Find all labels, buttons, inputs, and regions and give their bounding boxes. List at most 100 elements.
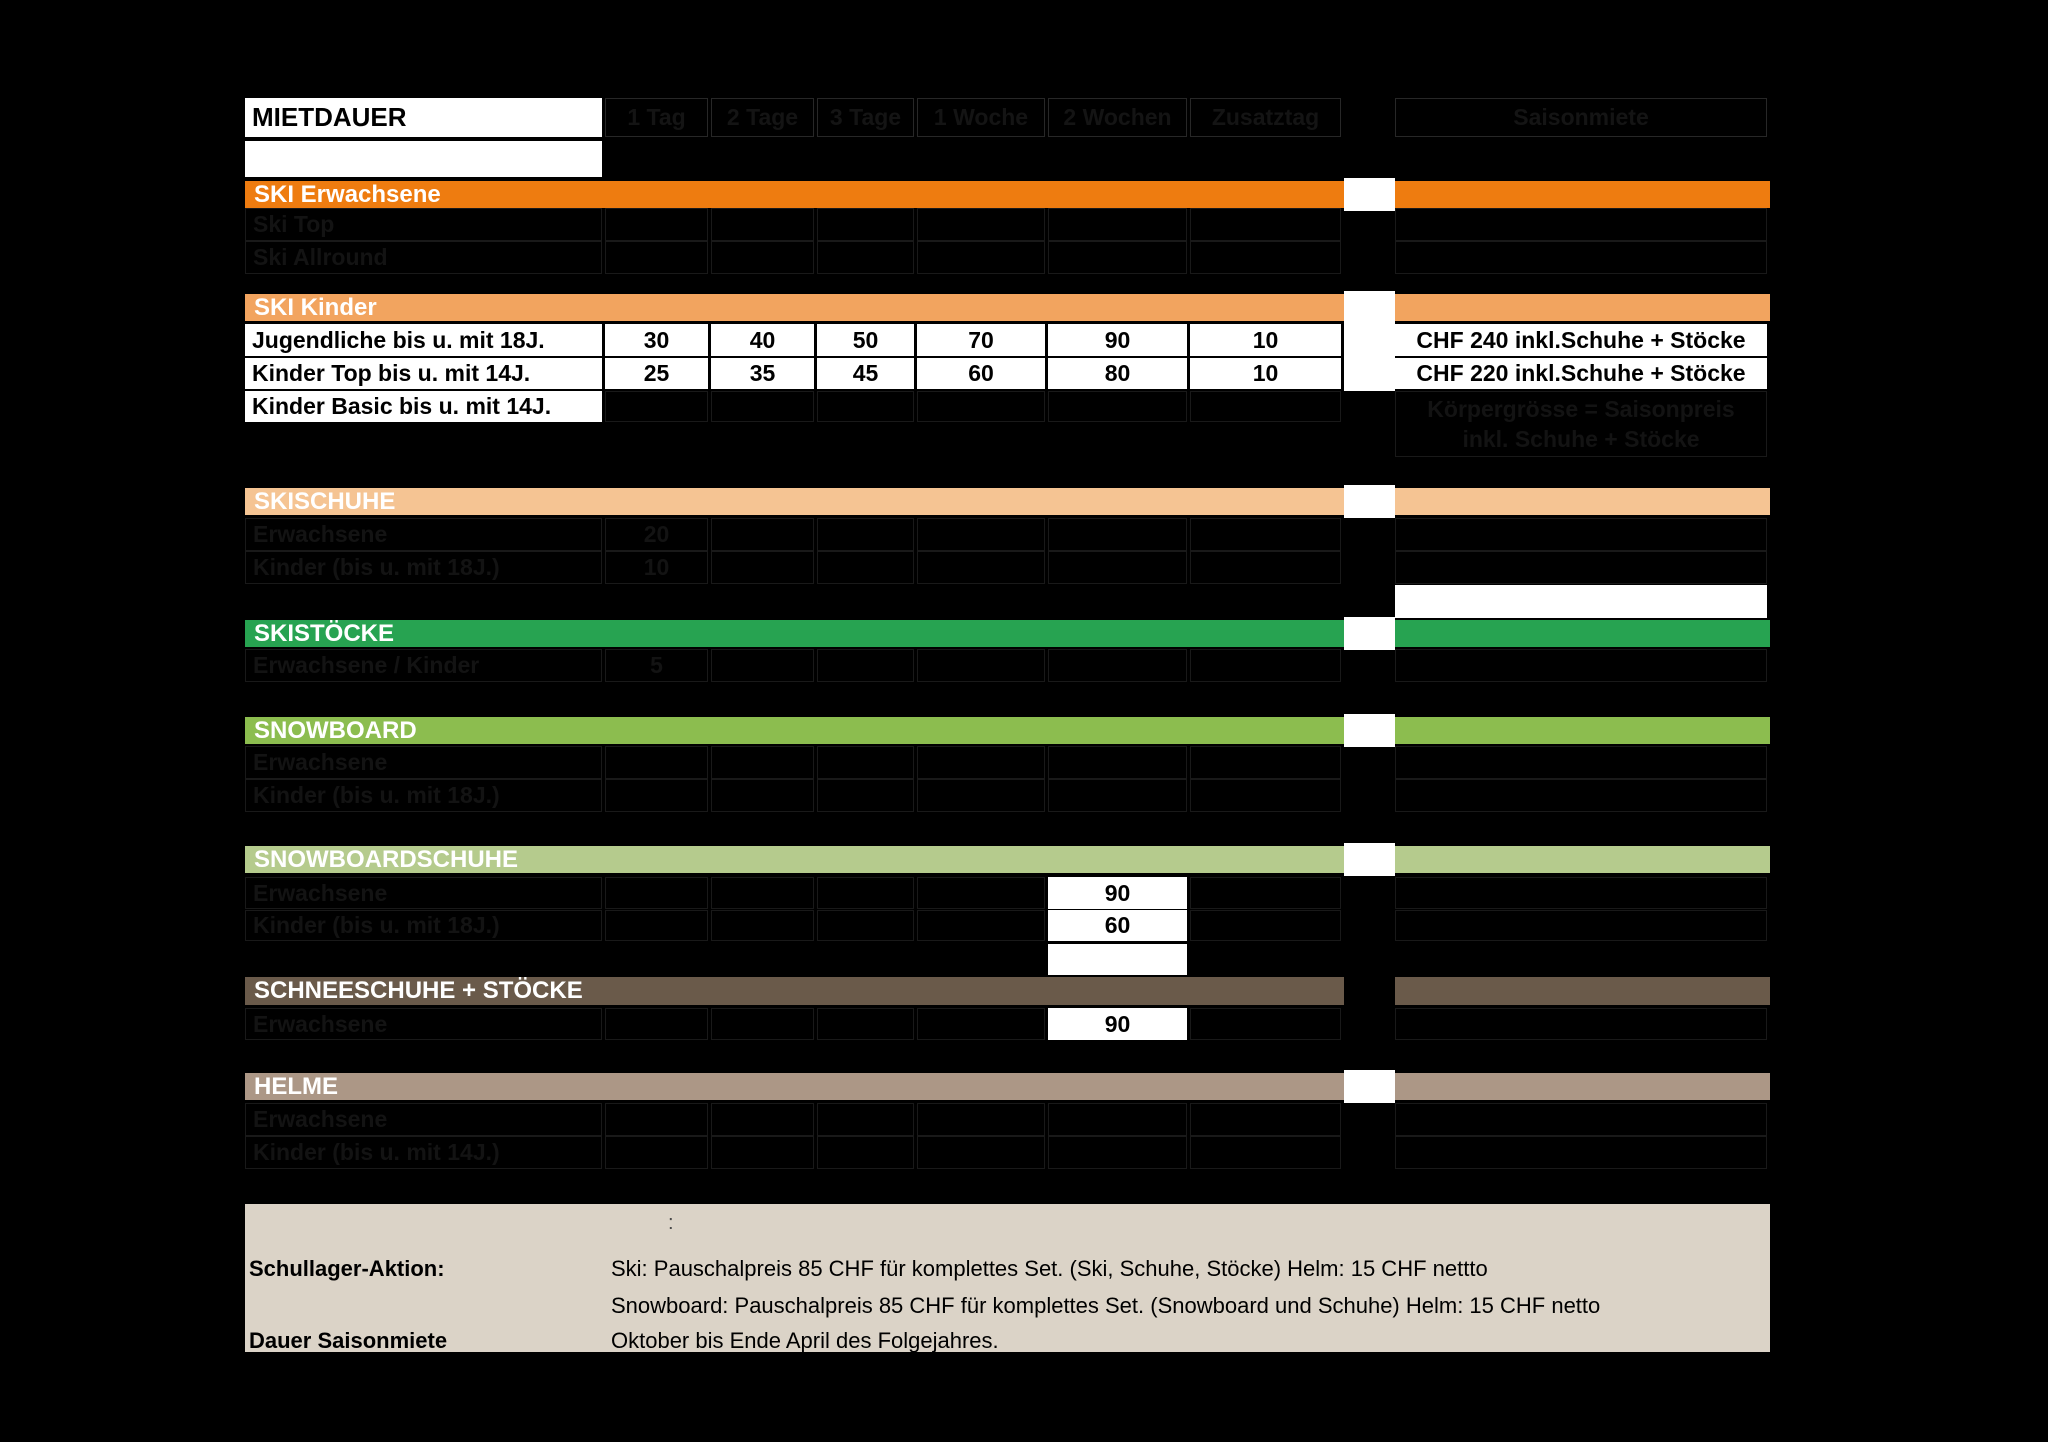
section-bar-skischuhe: SKISCHUHE (245, 488, 1344, 515)
cell-2-tage (711, 551, 814, 584)
section-bar-right-segment (1395, 1073, 1770, 1100)
col-header-saisonmiete: Saisonmiete (1395, 98, 1767, 137)
cell-zusatztag (1190, 241, 1341, 274)
section-bar-snowboardschuhe: SNOWBOARDSCHUHE (245, 846, 1344, 873)
cell-zusatztag (1190, 779, 1341, 812)
saison-line-1: Körpergrösse = Saisonpreis (1427, 396, 1735, 422)
cell-1-tag: 25 (605, 358, 708, 389)
cell-1-tag: 5 (605, 649, 708, 682)
row-label: Erwachsene (245, 1103, 602, 1136)
cell-saisonmiete: CHF 220 inkl.Schuhe + Stöcke (1395, 358, 1767, 389)
col-header-zusatztag: Zusatztag (1190, 98, 1341, 137)
schullager-aktion-label: Schullager-Aktion: (249, 1256, 445, 1281)
bar-gap-cell (1344, 178, 1395, 211)
section-bar-snowboard: SNOWBOARD (245, 717, 1344, 744)
cell-1-woche (917, 208, 1045, 241)
cell-1-tag (605, 746, 708, 779)
cell-1-woche (917, 1008, 1045, 1040)
cell-3-tage (817, 1136, 914, 1169)
cell-1-tag (605, 910, 708, 941)
section-bar-right-segment (1395, 620, 1770, 647)
cell-2-wochen: 80 (1048, 358, 1187, 389)
row-label: Kinder (bis u. mit 18J.) (245, 551, 602, 584)
cell-zusatztag (1190, 208, 1341, 241)
cell-saisonmiete: CHF 240 inkl.Schuhe + Stöcke (1395, 324, 1767, 356)
cell-saisonmiete (1395, 746, 1767, 779)
cell-1-woche (917, 1103, 1045, 1136)
cell-1-woche (917, 649, 1045, 682)
cell-3-tage (817, 1103, 914, 1136)
bar-gap-cell (1344, 617, 1395, 650)
row-label: Erwachsene (245, 1008, 602, 1040)
cell-2-wochen (1048, 1136, 1187, 1169)
saison-line-2: inkl. Schuhe + Stöcke (1462, 426, 1700, 452)
section-bar-right-segment (1395, 846, 1770, 873)
schullager-aktion-snowboard-text: Snowboard: Pauschalpreis 85 CHF für komp… (611, 1293, 1601, 1318)
row-label: Erwachsene (245, 877, 602, 909)
cell-1-woche (917, 779, 1045, 812)
section-bar-schneeschuhe: SCHNEESCHUHE + STÖCKE (245, 977, 1344, 1005)
section-bar-right-segment (1395, 181, 1770, 208)
cell-1-tag (605, 1136, 708, 1169)
cell-3-tage: 50 (817, 324, 914, 356)
row-label: Kinder (bis u. mit 18J.) (245, 779, 602, 812)
cell-3-tage (817, 391, 914, 422)
cell-saisonmiete (1395, 241, 1767, 274)
cell-zusatztag (1190, 391, 1341, 422)
cell-1-tag (605, 877, 708, 909)
col-header-2-tage: 2 Tage (711, 98, 814, 137)
row-label: Ski Top (245, 208, 602, 241)
cell-2-tage (711, 241, 814, 274)
bar-gap-cell (1344, 485, 1395, 518)
cell-3-tage (817, 551, 914, 584)
cell-saisonmiete (1395, 1103, 1767, 1136)
cell-saisonmiete (1395, 910, 1767, 941)
bar-gap-cell (1344, 714, 1395, 747)
cell-2-wochen (1048, 649, 1187, 682)
cell-saisonmiete (1395, 1136, 1767, 1169)
footer-notes-block: : Schullager-Aktion: Ski: Pauschalpreis … (245, 1204, 1770, 1353)
cell-zusatztag (1190, 649, 1341, 682)
cell-1-woche: 70 (917, 324, 1045, 356)
cell-2-tage (711, 910, 814, 941)
cell-2-tage (711, 518, 814, 551)
row-label: Jugendliche bis u. mit 18J. (245, 324, 602, 356)
cell-2-wochen (1048, 779, 1187, 812)
cell-1-tag (605, 1103, 708, 1136)
cell-3-tage (817, 518, 914, 551)
cell-zusatztag (1190, 746, 1341, 779)
cell-2-tage (711, 1103, 814, 1136)
cell-1-tag (605, 241, 708, 274)
cell-1-woche (917, 551, 1045, 584)
row-label: Ski Allround (245, 241, 602, 274)
schullager-aktion-ski-text: Ski: Pauschalpreis 85 CHF für komplettes… (611, 1256, 1488, 1281)
cell-2-tage (711, 649, 814, 682)
cell-2-wochen (1048, 551, 1187, 584)
cell-1-woche (917, 518, 1045, 551)
cell-1-tag (605, 1008, 708, 1040)
cell-2-tage (711, 746, 814, 779)
empty-white-cell-2-wochen (1048, 944, 1187, 975)
cell-2-wochen (1048, 1103, 1187, 1136)
row-label: Kinder (bis u. mit 18J.) (245, 910, 602, 941)
cell-zusatztag (1190, 910, 1341, 941)
section-bar-skistoecke: SKISTÖCKE (245, 620, 1344, 647)
empty-white-saison-cell (1395, 585, 1767, 618)
cell-zusatztag (1190, 877, 1341, 909)
cell-3-tage: 45 (817, 358, 914, 389)
cell-1-tag (605, 779, 708, 812)
cell-3-tage (817, 746, 914, 779)
cell-2-tage: 35 (711, 358, 814, 389)
empty-white-cell (245, 141, 602, 177)
mietdauer-header-cell: MIETDAUER (245, 98, 602, 137)
cell-saisonmiete (1395, 779, 1767, 812)
cell-2-wochen (1048, 746, 1187, 779)
cell-3-tage (817, 779, 914, 812)
section-bar-helme: HELME (245, 1073, 1344, 1100)
col-header-3-tage: 3 Tage (817, 98, 914, 137)
cell-1-tag: 20 (605, 518, 708, 551)
cell-zusatztag (1190, 551, 1341, 584)
cell-zusatztag: 10 (1190, 324, 1341, 356)
cell-1-woche (917, 391, 1045, 422)
